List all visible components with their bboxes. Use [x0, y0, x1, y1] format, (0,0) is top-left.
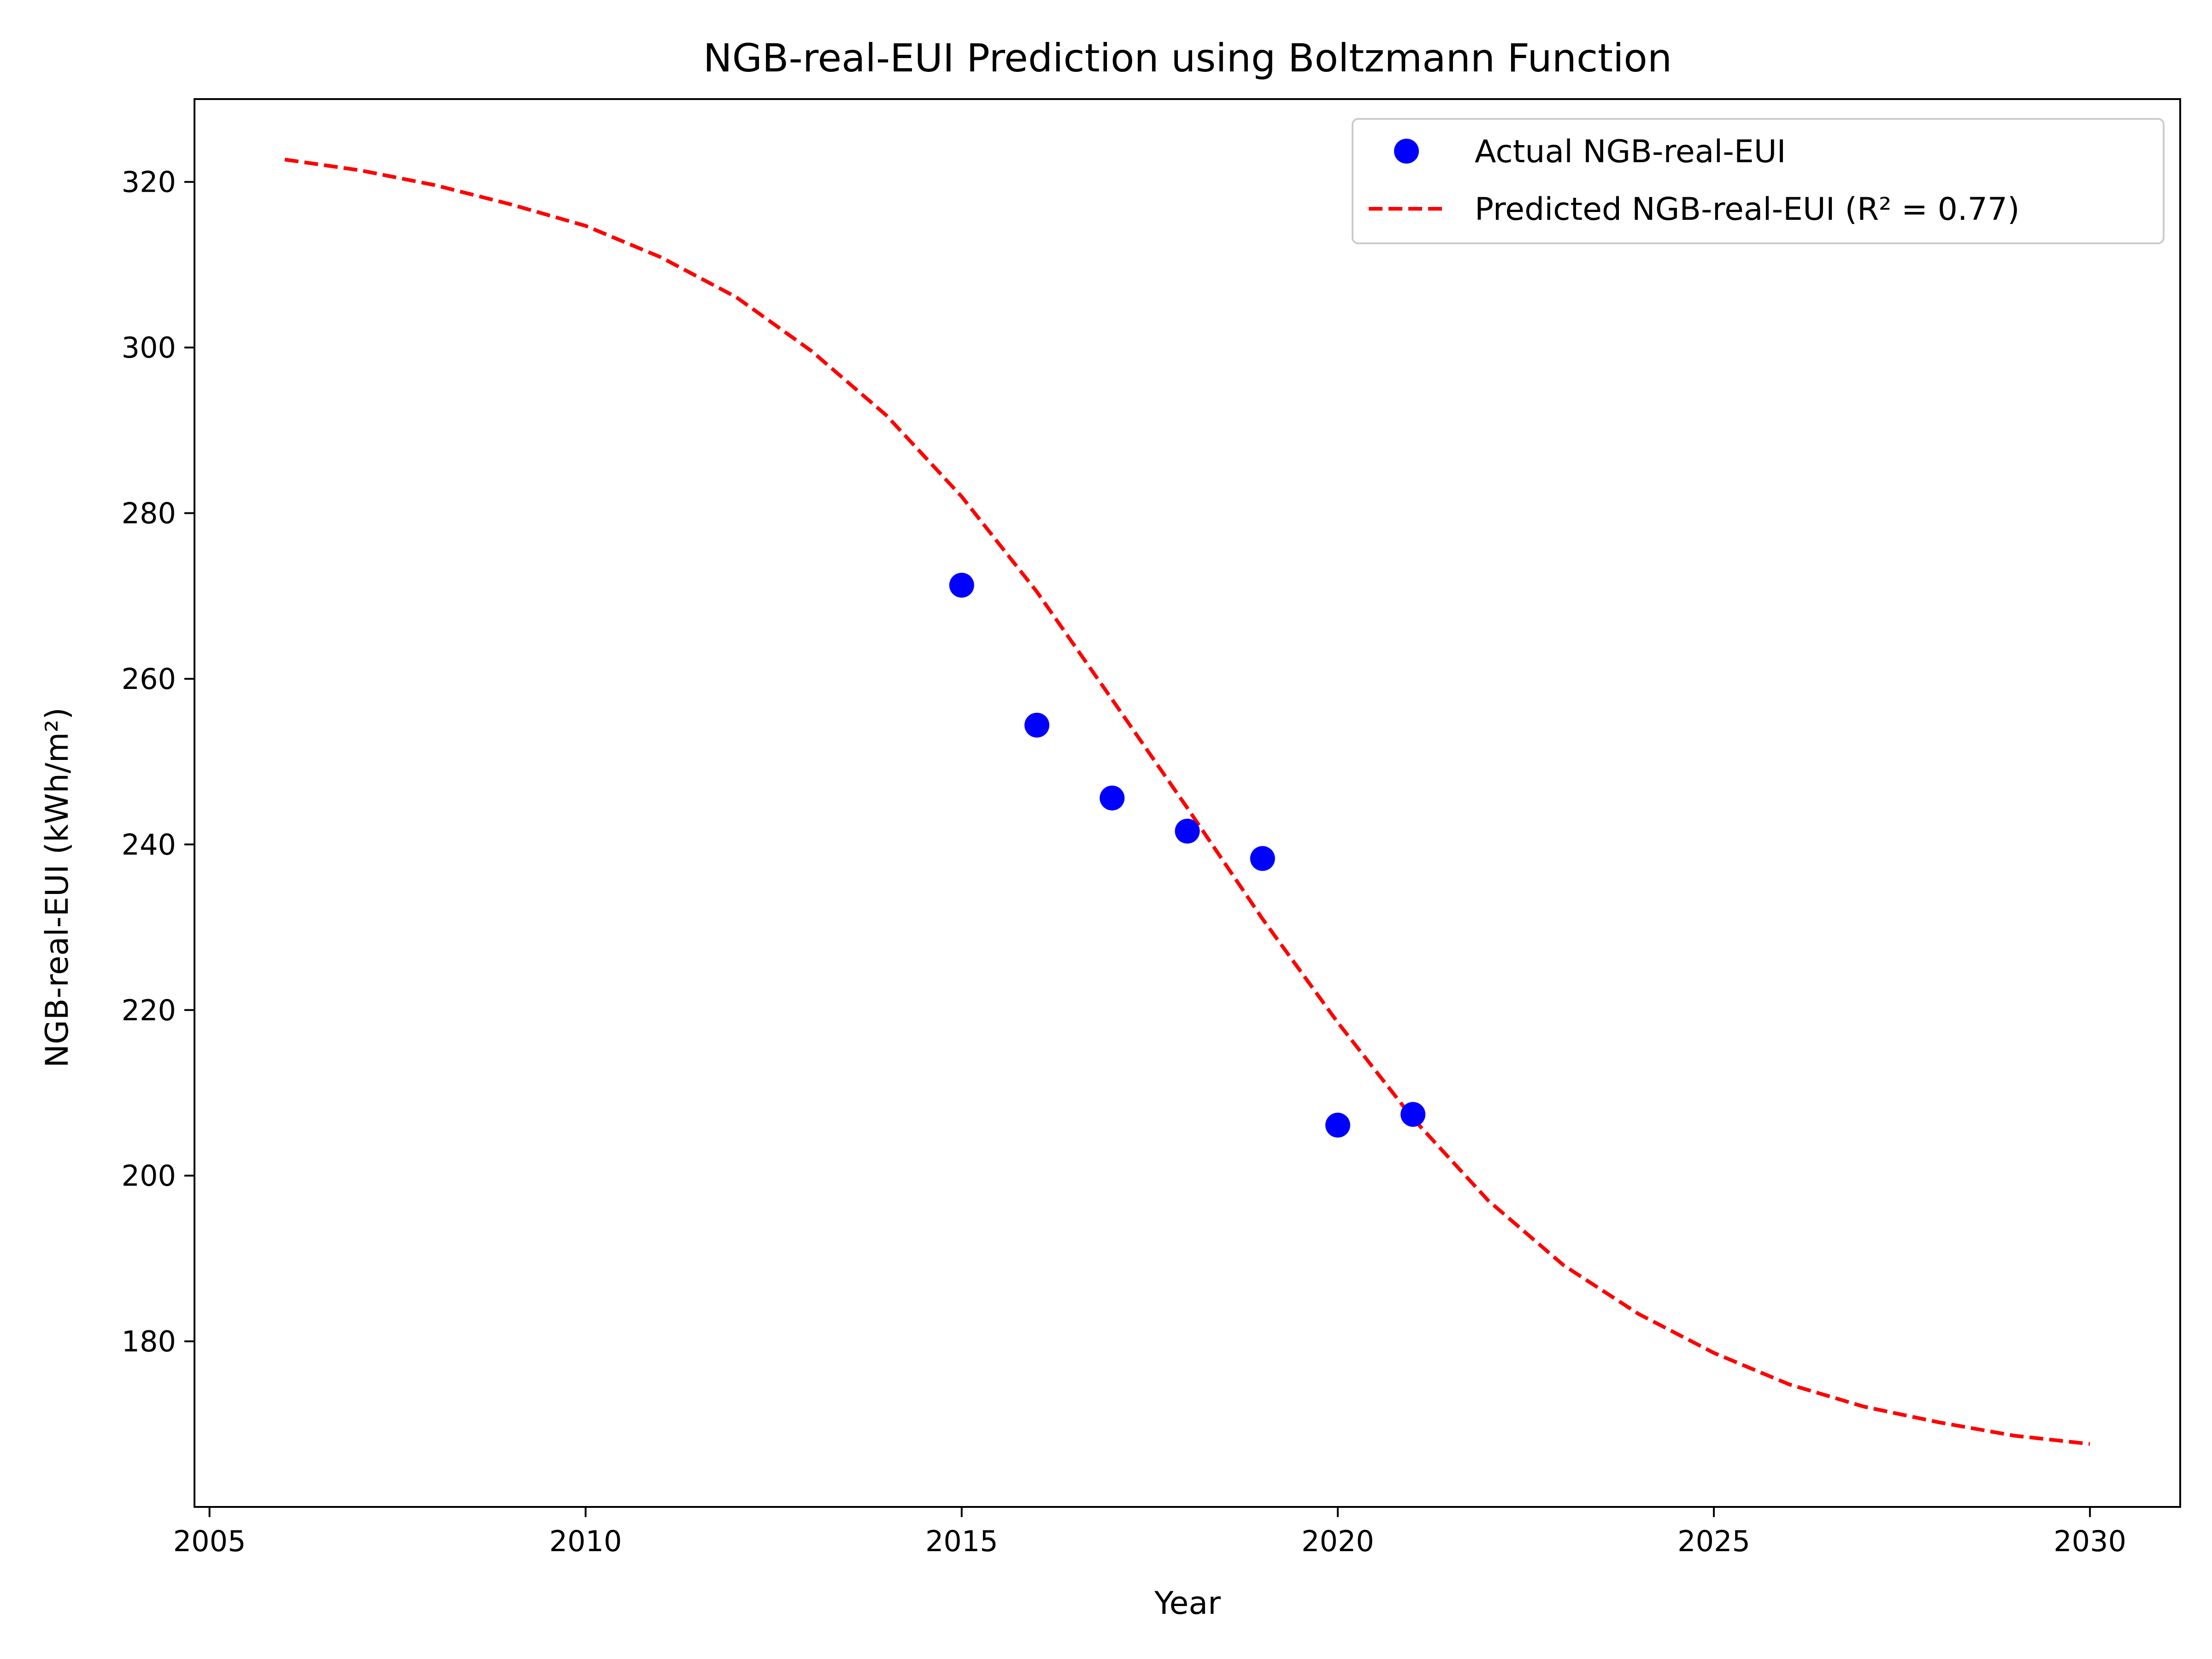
x-tick-label-2025: 2025 — [1677, 1524, 1750, 1558]
legend-box — [1352, 118, 2165, 244]
legend-label-0: Actual NGB-real-EUI — [1475, 134, 1786, 170]
actual-point-2016 — [1024, 712, 1050, 738]
x-tick-label-2005: 2005 — [173, 1524, 246, 1558]
y-tick-label-200: 200 — [122, 1159, 176, 1193]
legend-marker-actual — [1394, 139, 1419, 164]
y-tick-label-320: 320 — [122, 165, 176, 199]
y-tick-label-260: 260 — [122, 662, 176, 696]
actual-point-2021 — [1400, 1102, 1426, 1127]
x-axis-label: Year — [1154, 1585, 1221, 1622]
y-tick-label-280: 280 — [122, 497, 176, 530]
y-axis-label: NGB-real-EUI (kWh/m²) — [39, 707, 76, 1068]
y-tick-label-300: 300 — [122, 331, 176, 365]
y-tick-label-240: 240 — [122, 828, 176, 861]
chart-title: NGB-real-EUI Prediction using Boltzmann … — [703, 35, 1672, 81]
actual-point-2019 — [1250, 846, 1275, 871]
x-tick-label-2020: 2020 — [1301, 1524, 1374, 1558]
y-tick-label-220: 220 — [122, 994, 176, 1027]
actual-point-2015 — [949, 572, 974, 598]
actual-point-2018 — [1175, 818, 1200, 844]
x-tick-label-2030: 2030 — [2053, 1524, 2126, 1558]
y-tick-label-180: 180 — [122, 1325, 176, 1359]
plot-frame — [194, 98, 2181, 1508]
actual-point-2017 — [1100, 785, 1125, 811]
actual-point-2020 — [1325, 1112, 1350, 1138]
x-tick-label-2015: 2015 — [925, 1524, 998, 1558]
predicted-line — [284, 158, 2090, 1446]
legend: Actual NGB-real-EUI Predicted NGB-real-EU… — [1352, 118, 2165, 244]
plot-area — [284, 158, 2090, 1446]
legend-label-1: Predicted NGB-real-EUI (R² = 0.77) — [1475, 191, 2020, 228]
x-tick-label-2010: 2010 — [549, 1524, 622, 1558]
